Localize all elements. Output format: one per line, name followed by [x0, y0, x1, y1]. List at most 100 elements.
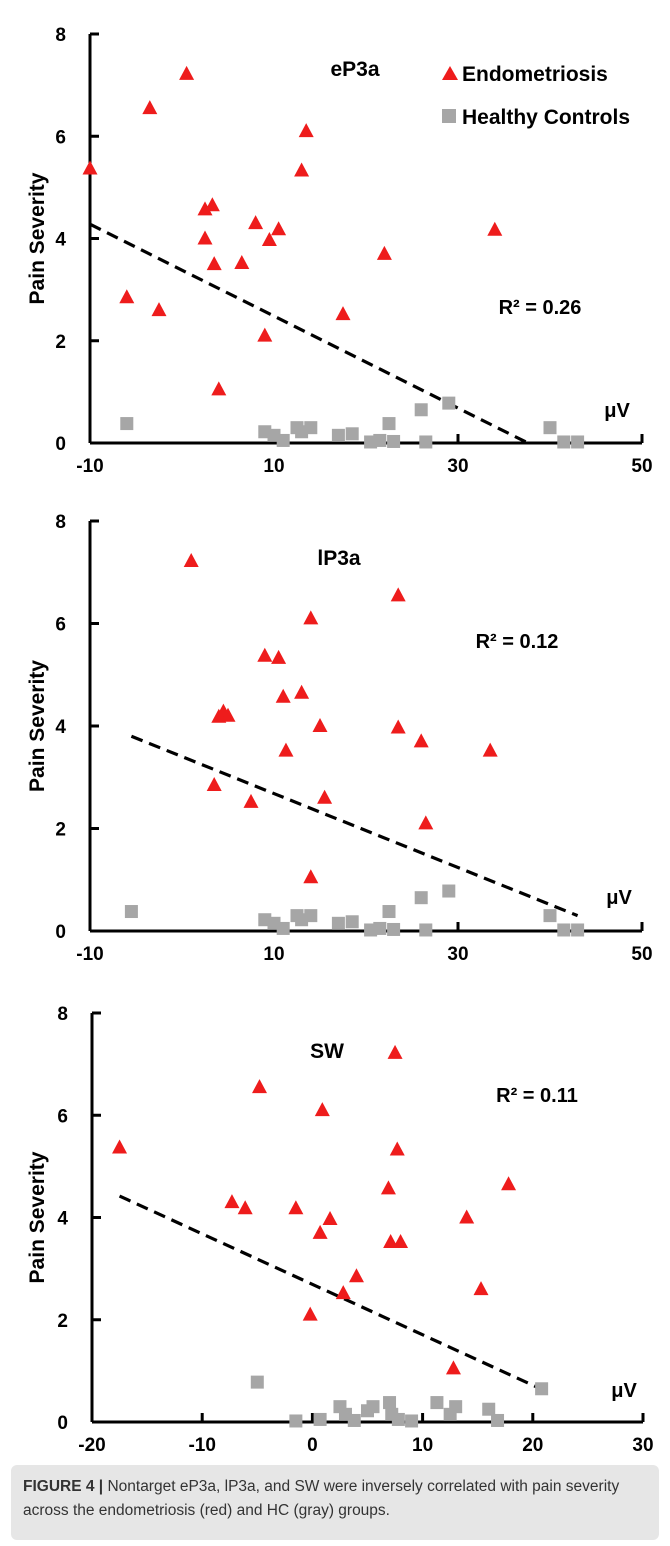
endometriosis-point: [288, 1200, 304, 1215]
endometriosis-point: [413, 733, 429, 748]
healthy-control-point: [304, 421, 318, 435]
x-tick-label: 10: [263, 456, 284, 477]
healthy-control-point: [419, 923, 433, 937]
healthy-control-point: [289, 1414, 303, 1428]
y-axis-label: Pain Severity: [26, 172, 49, 304]
endometriosis-point: [278, 742, 294, 757]
healthy-control-point: [491, 1413, 505, 1427]
endometriosis-point: [224, 1194, 240, 1209]
endometriosis-point: [257, 327, 273, 342]
healthy-control-point: [331, 428, 345, 442]
healthy-control-point: [442, 884, 456, 898]
endometriosis-point: [252, 1079, 268, 1094]
healthy-control-point: [571, 923, 585, 937]
endometriosis-point: [275, 688, 291, 703]
healthy-control-point: [345, 915, 359, 929]
endometriosis-point: [312, 718, 328, 732]
healthy-control-point: [414, 403, 428, 417]
y-tick-label: 4: [55, 230, 66, 251]
plot-title: SW: [310, 1040, 344, 1063]
x-tick-label: 30: [632, 1435, 653, 1456]
endometriosis-point: [459, 1209, 475, 1224]
endometriosis-point: [294, 684, 310, 699]
endometriosis-point: [418, 815, 434, 830]
x-axis-unit-label: μV: [604, 400, 630, 422]
x-tick-label: 50: [631, 944, 652, 965]
endometriosis-point: [487, 221, 503, 236]
endometriosis-point: [348, 1268, 364, 1283]
endometriosis-point: [393, 1234, 409, 1249]
healthy-control-point: [276, 921, 290, 935]
healthy-control-point: [430, 1396, 444, 1410]
y-tick-label: 6: [57, 1106, 68, 1127]
endometriosis-point: [271, 649, 287, 664]
endometriosis-point: [197, 201, 213, 216]
healthy-control-point: [345, 427, 359, 441]
y-tick-label: 6: [55, 127, 66, 148]
endometriosis-point: [206, 776, 222, 791]
y-tick-label: 2: [55, 820, 66, 841]
y-tick-label: 0: [55, 922, 66, 943]
x-tick-label: -10: [76, 944, 103, 965]
endometriosis-point: [389, 1141, 405, 1156]
endometriosis-point: [204, 197, 220, 212]
endometriosis-point: [482, 742, 498, 757]
legend-healthy-controls-marker: [442, 109, 456, 123]
endometriosis-point: [112, 1139, 128, 1154]
healthy-control-point: [382, 417, 396, 431]
y-tick-label: 4: [55, 717, 66, 738]
y-tick-label: 6: [55, 615, 66, 636]
x-tick-label: -10: [188, 1435, 215, 1456]
legend-endometriosis-marker: [442, 66, 458, 80]
endometriosis-point: [473, 1281, 489, 1296]
x-tick-label: 20: [522, 1435, 543, 1456]
healthy-control-point: [276, 433, 290, 447]
healthy-control-point: [414, 891, 428, 905]
y-tick-label: 2: [55, 332, 66, 353]
endometriosis-point: [317, 789, 333, 804]
endometriosis-point: [380, 1180, 396, 1195]
endometriosis-point: [243, 793, 259, 808]
endometriosis-point: [237, 1200, 253, 1215]
healthy-control-point: [313, 1412, 327, 1426]
healthy-control-point: [347, 1413, 361, 1427]
endometriosis-point: [445, 1360, 461, 1375]
endometriosis-point: [335, 306, 351, 321]
r-squared-annotation: R² = 0.11: [496, 1085, 578, 1107]
plot-title: eP3a: [330, 58, 379, 81]
endometriosis-point: [220, 707, 236, 722]
trendline: [89, 222, 529, 445]
endometriosis-point: [206, 256, 222, 271]
legend-healthy-controls-label: Healthy Controls: [462, 106, 630, 129]
x-tick-label: -10: [76, 456, 103, 477]
endometriosis-point: [314, 1102, 330, 1117]
r-squared-annotation: R² = 0.26: [499, 297, 582, 319]
healthy-control-point: [250, 1375, 264, 1389]
trendline: [118, 1194, 539, 1390]
endometriosis-point: [390, 587, 406, 602]
endometriosis-point: [302, 1306, 318, 1321]
endometriosis-point: [142, 100, 158, 115]
endometriosis-point: [390, 719, 406, 734]
y-tick-label: 2: [57, 1311, 68, 1332]
endometriosis-point: [271, 221, 287, 236]
y-tick-label: 8: [55, 512, 66, 533]
endometriosis-point: [383, 1234, 399, 1249]
x-tick-label: 0: [307, 1435, 318, 1456]
healthy-control-point: [571, 435, 585, 449]
x-tick-label: 30: [447, 944, 468, 965]
x-tick-label: 10: [263, 944, 284, 965]
endometriosis-point: [119, 289, 135, 304]
endometriosis-point: [335, 1285, 351, 1300]
endometriosis-point: [387, 1044, 403, 1059]
y-tick-label: 8: [55, 25, 66, 46]
healthy-control-point: [120, 417, 134, 431]
healthy-control-point: [382, 905, 396, 919]
healthy-control-point: [543, 421, 557, 435]
endometriosis-point: [312, 1224, 328, 1239]
healthy-control-point: [331, 916, 345, 930]
healthy-control-point: [383, 1396, 397, 1410]
endometriosis-point: [183, 552, 199, 567]
healthy-control-point: [387, 434, 401, 448]
